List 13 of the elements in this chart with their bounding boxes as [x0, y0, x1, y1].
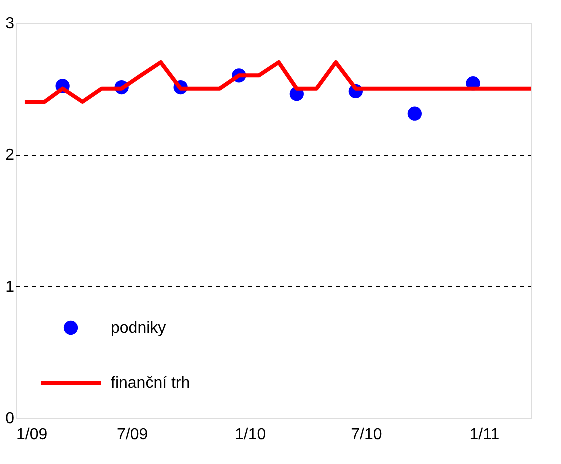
- x-tick-label: 1/10: [235, 426, 266, 444]
- x-tick-label: 7/10: [351, 426, 382, 444]
- x-tick-label: 1/09: [16, 426, 48, 444]
- x-tick-label: 1/11: [470, 426, 500, 444]
- y-tick-label: 2: [6, 147, 15, 164]
- x-tick-label: 7/09: [117, 426, 148, 444]
- legend-label: podniky: [111, 320, 166, 337]
- line-series: [22, 60, 533, 104]
- y-tick-label: 3: [6, 16, 15, 32]
- legend-label: finanční trh: [111, 375, 190, 392]
- y-tick-label: 0: [6, 410, 15, 428]
- point: [408, 106, 422, 121]
- y-tick-label: 1: [6, 278, 15, 296]
